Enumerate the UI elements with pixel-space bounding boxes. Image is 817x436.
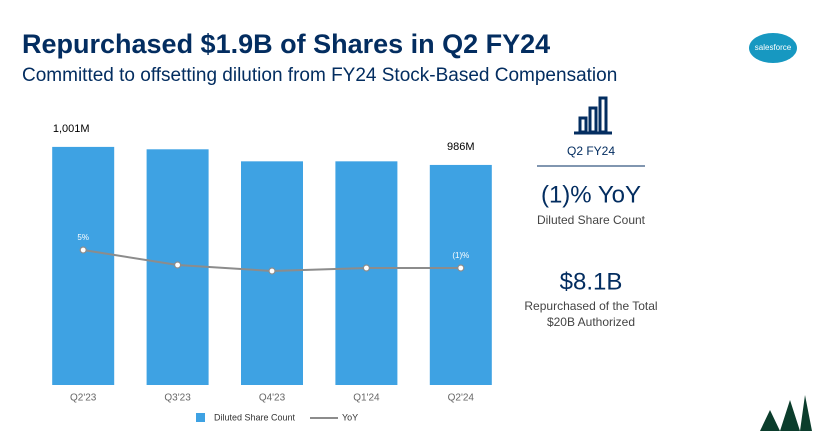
kpi-caption: Repurchased of the Total: [524, 299, 657, 313]
logo-text: salesforce: [755, 43, 792, 52]
icon-bar: [598, 96, 608, 134]
kpi-metric: (1)% YoY: [541, 181, 641, 208]
x-tick-label: Q4'23: [259, 393, 286, 404]
bar-value-label: 1,001M: [53, 123, 90, 135]
tree-decoration: [760, 395, 812, 431]
x-tick-label: Q1'24: [353, 393, 380, 404]
bar-value-label: 986M: [447, 141, 475, 153]
yoy-point: [268, 267, 276, 275]
bar: [335, 161, 398, 385]
yoy-value-label: (1)%: [452, 251, 469, 260]
yoy-value-label: 5%: [77, 233, 89, 242]
logo-cloud: [749, 33, 797, 63]
kpi-caption: $20B Authorized: [547, 315, 635, 329]
kpi-metric: $8.1B: [560, 268, 623, 295]
legend-label: Diluted Share Count: [214, 412, 296, 422]
kpi-period: Q2 FY24: [567, 144, 615, 158]
x-tick-label: Q2'24: [448, 393, 475, 404]
kpi-icon: [574, 96, 612, 135]
yoy-point: [362, 264, 370, 272]
x-tick-label: Q2'23: [70, 393, 97, 404]
icon-bar: [588, 106, 598, 134]
title: Repurchased $1.9B of Shares in Q2 FY24: [22, 29, 550, 59]
icon-bar: [578, 116, 588, 134]
bar: [429, 164, 492, 385]
logo: salesforce: [749, 33, 797, 63]
yoy-point: [174, 261, 182, 269]
kpi-caption: Diluted Share Count: [537, 213, 646, 227]
legend-label: YoY: [342, 412, 358, 422]
yoy-point: [79, 246, 87, 254]
bar: [52, 146, 115, 385]
subtitle: Committed to offsetting dilution from FY…: [22, 65, 617, 86]
x-tick-label: Q3'23: [164, 393, 191, 404]
yoy-point: [457, 264, 465, 272]
legend-swatch: [196, 413, 205, 422]
